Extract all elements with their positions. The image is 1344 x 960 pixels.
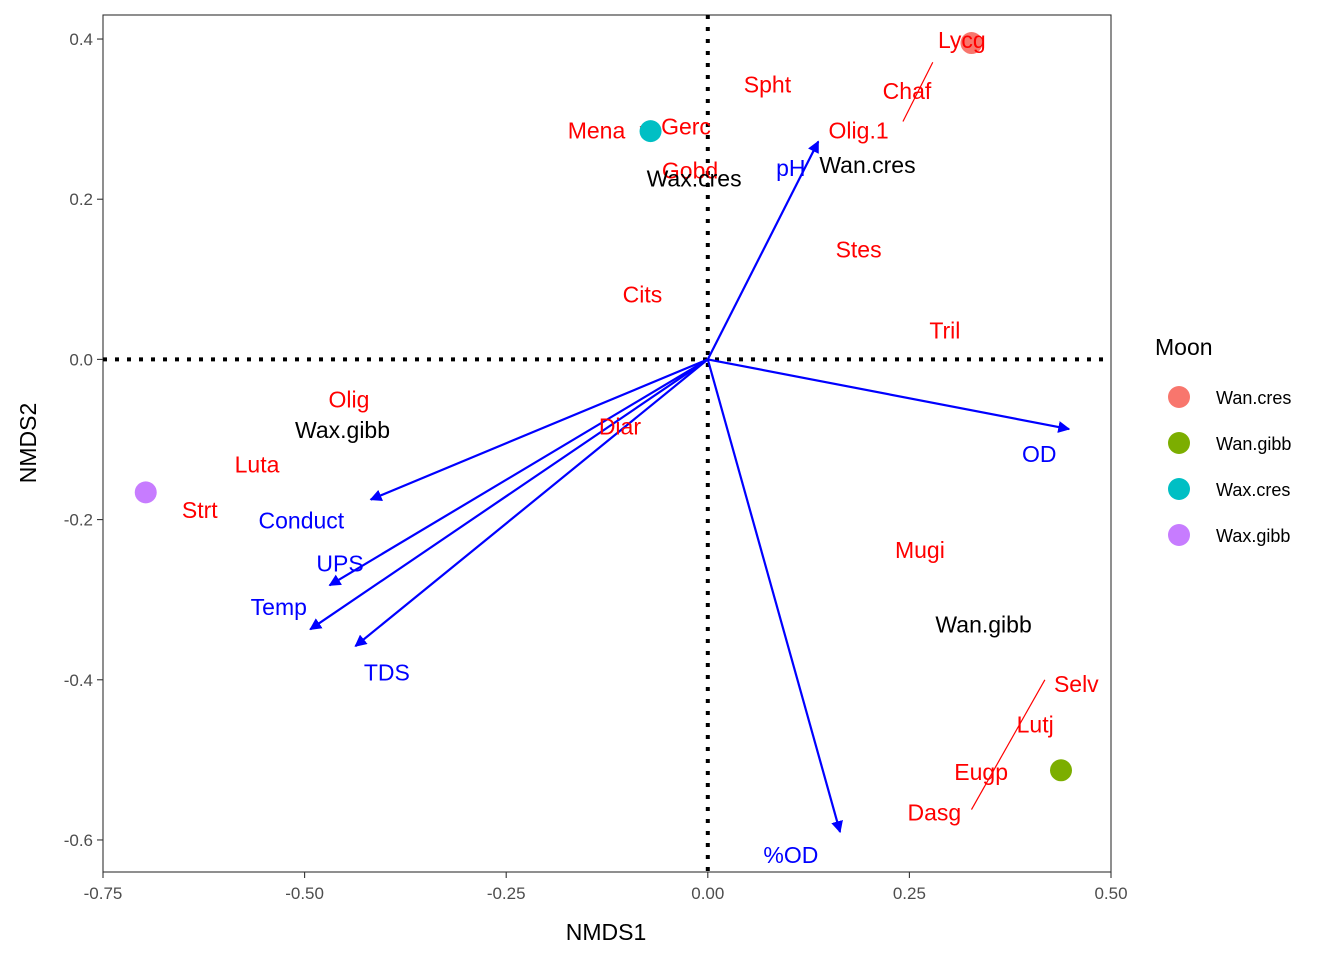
species-label: Eugp xyxy=(954,759,1008,785)
species-label: Gerc xyxy=(661,113,711,139)
reference-lines xyxy=(103,15,1111,872)
vector-arrow xyxy=(369,358,709,501)
point-wax-cres xyxy=(639,120,662,143)
y-tick-label: 0.4 xyxy=(69,30,93,49)
y-tick-label: -0.4 xyxy=(64,671,93,690)
y-tick-label: 0.0 xyxy=(69,350,93,369)
y-tick-label: -0.6 xyxy=(64,831,93,850)
species-label: Cits xyxy=(623,282,663,308)
x-tick-label: -0.75 xyxy=(84,884,123,903)
site-points xyxy=(134,32,1073,782)
y-axis: -0.6 -0.4 -0.2 0.0 0.2 0.4 xyxy=(64,30,103,850)
y-tick-label: 0.2 xyxy=(69,190,93,209)
site-label: Wax.gibb xyxy=(295,417,390,443)
x-tick-label: -0.50 xyxy=(285,884,324,903)
site-label: Wan.gibb xyxy=(935,612,1031,638)
species-label: Strt xyxy=(182,497,218,523)
species-label: Tril xyxy=(929,318,960,344)
legend-label: Wan.gibb xyxy=(1216,434,1291,454)
vector-label: UPS xyxy=(316,551,363,577)
species-label: Olig xyxy=(328,386,369,412)
label-leader-line xyxy=(970,679,1046,810)
legend-title: Moon xyxy=(1155,334,1213,360)
label-leader-line xyxy=(902,61,934,122)
x-tick-label: -0.25 xyxy=(487,884,526,903)
vector-label: Temp xyxy=(251,594,307,620)
site-label: Wax.cres xyxy=(647,165,742,191)
vector-arrow xyxy=(706,140,820,360)
vector-label: pH xyxy=(776,155,805,181)
species-label: Stes xyxy=(836,237,882,263)
point-wan-gibb xyxy=(1050,759,1073,782)
vector-label: OD xyxy=(1022,441,1057,467)
vector-arrow xyxy=(354,358,709,647)
plot-panel xyxy=(102,14,1112,873)
vector-arrow xyxy=(328,358,709,587)
species-label: Dasg xyxy=(908,800,962,826)
x-tick-label: 0.00 xyxy=(691,884,724,903)
species-label: Olig.1 xyxy=(829,117,889,143)
legend-key-wan-cres xyxy=(1168,386,1190,408)
legend-label: Wan.cres xyxy=(1216,388,1291,408)
y-axis-title: NMDS2 xyxy=(15,403,41,484)
vector-label: Conduct xyxy=(259,507,345,533)
legend-key-wax-gibb xyxy=(1168,524,1190,546)
species-label: Mugi xyxy=(895,537,945,563)
site-label: Wan.cres xyxy=(819,152,915,178)
species-label: Luta xyxy=(235,451,280,477)
species-label: Selv xyxy=(1054,671,1099,697)
legend-label: Wax.cres xyxy=(1216,480,1290,500)
species-label: Diar xyxy=(599,414,642,440)
panel-border xyxy=(102,14,1112,873)
species-label: Gobd xyxy=(662,157,718,183)
vector-arrow xyxy=(309,358,709,631)
legend: Moon Wan.cres Wan.gibb Wax.cres Wax.gibb xyxy=(1155,334,1291,546)
species-label: Chaf xyxy=(883,78,932,104)
legend-key-wan-gibb xyxy=(1168,432,1190,454)
species-label: Lutj xyxy=(1017,712,1054,738)
vector-label: TDS xyxy=(364,660,410,686)
legend-key-wax-cres xyxy=(1168,478,1190,500)
vector-label: %OD xyxy=(763,842,818,868)
vector-arrow xyxy=(707,358,1071,433)
x-tick-label: 0.25 xyxy=(893,884,926,903)
species-label: Spht xyxy=(744,72,792,98)
x-tick-label: 0.50 xyxy=(1094,884,1127,903)
point-wan-cres xyxy=(960,32,983,55)
species-label: Lycg xyxy=(938,27,986,53)
environmental-vectors: pH OD %OD Conduct UPS Temp TDS xyxy=(251,140,1071,868)
site-labels: Wan.cres Wan.gibb Wax.cres Wax.gibb xyxy=(295,152,1032,638)
species-label: Mena xyxy=(568,117,626,143)
point-wax-gibb xyxy=(134,481,157,504)
x-axis-title: NMDS1 xyxy=(566,919,647,945)
legend-label: Wax.gibb xyxy=(1216,526,1290,546)
y-tick-label: -0.2 xyxy=(64,511,93,530)
x-axis: -0.75 -0.50 -0.25 0.00 0.25 0.50 xyxy=(84,872,1128,903)
vector-arrow xyxy=(706,359,843,834)
species-labels: Lycg Spht Chaf Mena Gerc Olig.1 Gobd Stes Cits Tr… xyxy=(182,27,1099,826)
